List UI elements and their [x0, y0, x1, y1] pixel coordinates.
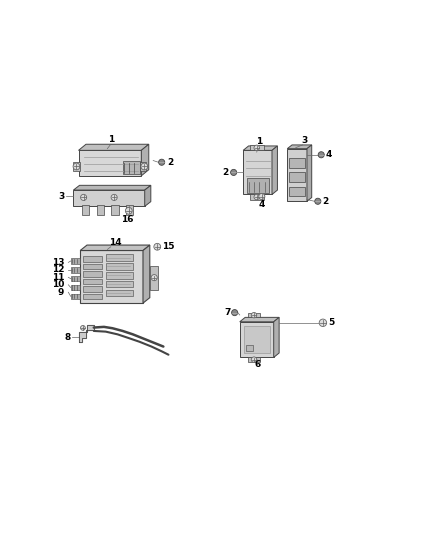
Circle shape: [315, 198, 321, 204]
Bar: [83, 286, 102, 292]
Polygon shape: [143, 245, 150, 303]
Circle shape: [141, 163, 148, 170]
Bar: [244, 326, 270, 353]
Bar: [243, 150, 272, 195]
Polygon shape: [307, 145, 312, 201]
Bar: [246, 344, 253, 351]
Text: 3: 3: [59, 192, 65, 201]
Bar: [106, 281, 133, 287]
Bar: [151, 266, 158, 289]
Circle shape: [154, 244, 161, 250]
Circle shape: [111, 195, 117, 200]
Polygon shape: [287, 145, 312, 149]
Text: 3: 3: [302, 136, 308, 145]
Bar: [71, 276, 80, 281]
Bar: [126, 205, 133, 215]
Bar: [83, 271, 102, 277]
Text: 8: 8: [65, 333, 71, 342]
Bar: [290, 187, 305, 196]
Bar: [74, 162, 80, 171]
Bar: [123, 160, 140, 174]
Circle shape: [73, 163, 80, 170]
Text: 1: 1: [108, 135, 114, 144]
Text: 1: 1: [256, 138, 262, 146]
Polygon shape: [272, 146, 277, 195]
Text: 11: 11: [52, 273, 64, 282]
Bar: [96, 205, 104, 215]
Circle shape: [254, 195, 259, 200]
Bar: [80, 251, 143, 303]
Bar: [71, 294, 80, 299]
Bar: [240, 322, 274, 358]
Polygon shape: [74, 185, 151, 190]
Circle shape: [230, 169, 237, 175]
Polygon shape: [243, 146, 277, 150]
Bar: [248, 358, 260, 362]
Circle shape: [319, 319, 327, 327]
Bar: [250, 195, 264, 199]
Circle shape: [318, 152, 324, 158]
Bar: [83, 264, 102, 269]
Bar: [74, 190, 145, 206]
Circle shape: [251, 312, 257, 318]
Bar: [83, 294, 102, 299]
Text: 4: 4: [325, 150, 332, 159]
Bar: [287, 149, 307, 201]
Circle shape: [81, 195, 87, 200]
Polygon shape: [141, 144, 149, 176]
Bar: [250, 146, 264, 150]
Text: 10: 10: [52, 280, 64, 289]
Polygon shape: [79, 325, 94, 342]
Circle shape: [259, 193, 265, 199]
Circle shape: [125, 207, 132, 214]
Text: 2: 2: [322, 197, 328, 206]
Text: 2: 2: [167, 158, 173, 167]
Text: 9: 9: [58, 288, 64, 297]
Bar: [247, 177, 268, 193]
Bar: [140, 162, 146, 171]
Text: 13: 13: [52, 258, 64, 267]
Polygon shape: [78, 144, 149, 150]
Text: 4: 4: [258, 200, 265, 209]
Text: 16: 16: [121, 215, 134, 224]
Text: 15: 15: [162, 243, 174, 251]
Polygon shape: [80, 245, 150, 251]
Polygon shape: [274, 317, 279, 358]
Bar: [71, 267, 80, 272]
Bar: [71, 259, 80, 264]
Polygon shape: [145, 185, 151, 206]
Bar: [71, 285, 80, 290]
Circle shape: [232, 310, 238, 316]
Text: 14: 14: [109, 238, 121, 247]
Bar: [106, 289, 133, 296]
Circle shape: [159, 159, 165, 165]
Text: 6: 6: [254, 360, 261, 369]
Text: 2: 2: [223, 168, 229, 177]
Text: 12: 12: [52, 265, 64, 274]
Circle shape: [81, 326, 85, 330]
Bar: [82, 205, 89, 215]
Bar: [83, 279, 102, 284]
Bar: [111, 205, 119, 215]
Bar: [78, 150, 141, 176]
Text: 5: 5: [328, 318, 335, 327]
Bar: [290, 172, 305, 182]
Bar: [83, 256, 102, 262]
Polygon shape: [240, 317, 279, 322]
Bar: [106, 263, 133, 270]
Circle shape: [151, 274, 157, 281]
Circle shape: [251, 357, 257, 362]
Bar: [106, 272, 133, 279]
Circle shape: [254, 145, 259, 150]
Bar: [106, 254, 133, 261]
Text: 7: 7: [224, 308, 230, 317]
Bar: [248, 313, 260, 317]
Bar: [290, 158, 305, 168]
